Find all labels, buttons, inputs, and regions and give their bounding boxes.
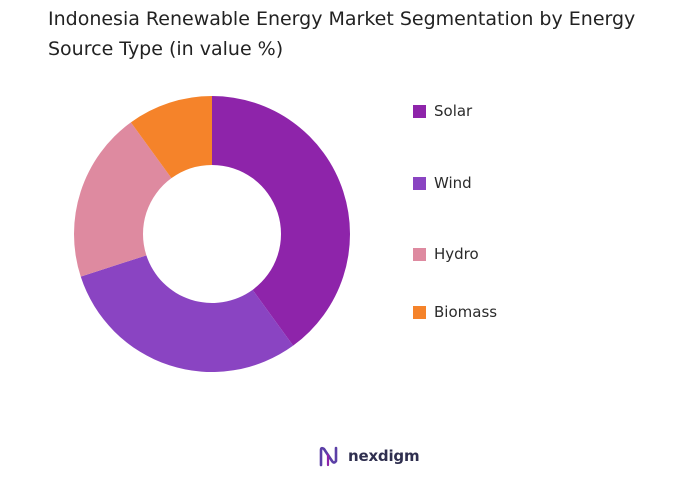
slice-biomass	[130, 96, 212, 179]
brand-name: nexdigm	[348, 447, 420, 465]
chart-title: Indonesia Renewable Energy Market Segmen…	[48, 8, 636, 60]
nexdigm-logo-icon	[319, 446, 338, 467]
brand-logo: nexdigm	[319, 445, 420, 467]
slice-solar	[212, 96, 350, 346]
slice-wind	[80, 255, 294, 372]
slice-hydro	[74, 122, 172, 277]
